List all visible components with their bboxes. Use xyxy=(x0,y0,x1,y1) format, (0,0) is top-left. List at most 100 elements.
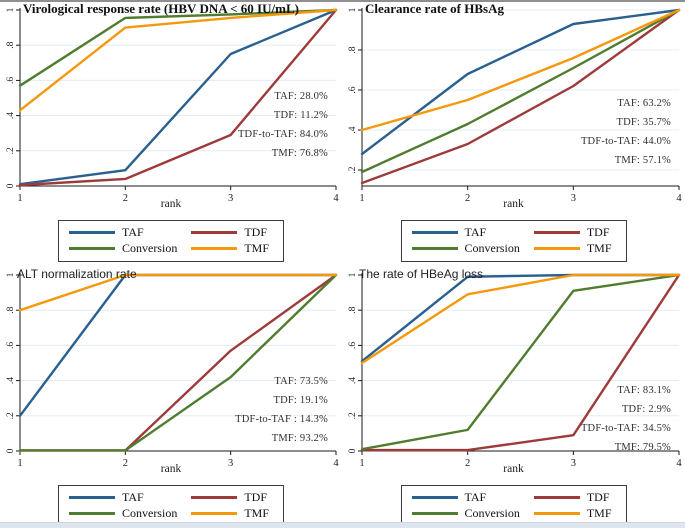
svg-text:.6: .6 xyxy=(348,342,358,349)
svg-text:0: 0 xyxy=(6,183,16,188)
panel-hbeag-loss: The rate of HBeAg loss 0 .2 .4 .6 .8 1 1 2 3 4 TA… xyxy=(342,265,685,531)
svg-text:2: 2 xyxy=(465,193,470,204)
annotation-line: TDF-to-TAF: 84.0% xyxy=(237,129,328,140)
svg-text:.6: .6 xyxy=(6,77,16,84)
chart-title: Virological response rate (HBV DNA < 60 … xyxy=(23,1,299,16)
chart-legend: TAF TDF Conversion TMF xyxy=(57,485,285,527)
svg-text:4: 4 xyxy=(676,193,682,204)
legend-line-swatch xyxy=(68,247,115,250)
annotation-line: TMF: 76.8% xyxy=(271,148,328,159)
svg-text:4: 4 xyxy=(333,193,339,204)
svg-text:3: 3 xyxy=(228,193,233,204)
svg-text:.6: .6 xyxy=(6,342,16,349)
x-axis-label: rank xyxy=(160,198,182,210)
legend-line-swatch xyxy=(191,247,238,250)
legend-item: TAF xyxy=(411,490,519,505)
panel-virological-response: Virological response rate (HBV DNA < 60 … xyxy=(0,0,342,265)
legend-item: TMF xyxy=(533,506,612,521)
annotation-line: TDF: 11.2% xyxy=(273,110,328,121)
annotation-line: TAF: 83.1% xyxy=(617,385,671,396)
panel-alt-normalization: ALT normalization rate 0 .2 .4 .6 .8 1 1 2 3 4 TA… xyxy=(0,265,342,531)
svg-text:.2: .2 xyxy=(6,412,16,419)
svg-text:.2: .2 xyxy=(348,166,358,173)
legend-label: TAF xyxy=(464,490,487,504)
legend-item: Conversion xyxy=(68,506,178,521)
svg-text:2: 2 xyxy=(123,458,128,469)
svg-text:3: 3 xyxy=(571,458,576,469)
legend-label: Conversion xyxy=(464,241,520,255)
legend-item: TMF xyxy=(533,241,612,256)
legend-line-swatch xyxy=(411,231,458,234)
page-bottom-border xyxy=(0,522,685,528)
legend-line-swatch xyxy=(68,496,115,499)
legend-label: TDF xyxy=(586,490,610,504)
x-axis-label: rank xyxy=(160,463,182,475)
svg-text:.4: .4 xyxy=(348,377,358,384)
chart-annotations: TAF: 63.2% TDF: 35.7% TDF-to-TAF: 44.0% … xyxy=(581,94,671,170)
svg-text:1: 1 xyxy=(348,272,358,277)
legend-label: TDF xyxy=(244,225,267,239)
chart-legend: TAF TDF Conversion TMF xyxy=(57,220,285,262)
legend-label: TMF xyxy=(586,506,612,520)
legend-line-swatch xyxy=(411,512,458,515)
svg-text:.8: .8 xyxy=(348,46,358,53)
legend-line-swatch xyxy=(533,231,580,234)
svg-text:.4: .4 xyxy=(6,377,16,384)
legend-line-swatch xyxy=(68,231,115,234)
x-axis-label: rank xyxy=(503,198,524,210)
svg-text:1: 1 xyxy=(17,458,22,469)
annotation-line: TDF-to-TAF : 14.3% xyxy=(235,414,328,425)
line-chart: .2 .4 .6 .8 1 1 2 3 4 xyxy=(348,7,682,204)
legend-item: TMF xyxy=(191,241,269,256)
legend-line-swatch xyxy=(191,496,238,499)
svg-text:2: 2 xyxy=(465,458,470,469)
legend-label: Conversion xyxy=(121,506,178,520)
legend-label: TAF xyxy=(464,225,487,239)
annotation-line: TAF: 73.5% xyxy=(274,376,328,387)
page-top-border xyxy=(0,0,685,2)
legend-line-swatch xyxy=(533,512,580,515)
svg-text:1: 1 xyxy=(359,193,364,204)
chart-legend: TAF TDF Conversion TMF xyxy=(400,220,627,262)
svg-text:1: 1 xyxy=(6,272,16,277)
chart-annotations: TAF: 83.1% TDF: 2.9% TDF-to-TAF: 34.5% T… xyxy=(581,381,671,457)
svg-text:.4: .4 xyxy=(348,126,358,133)
panel-hbsag-clearance: Clearance rate of HBsAg .2 .4 .6 .8 1 1 2 3 4 TA… xyxy=(342,0,685,265)
chart-title: ALT normalization rate xyxy=(17,267,137,281)
legend-line-swatch xyxy=(411,247,458,250)
svg-text:4: 4 xyxy=(676,458,682,469)
chart-annotations: TAF: 28.0% TDF: 11.2% TDF-to-TAF: 84.0% … xyxy=(238,87,328,163)
legend-line-swatch xyxy=(411,496,458,499)
svg-text:1: 1 xyxy=(17,193,22,204)
svg-text:.8: .8 xyxy=(6,41,16,48)
legend-line-swatch xyxy=(533,496,580,499)
legend-item: TDF xyxy=(533,490,612,505)
annotation-line: TDF: 35.7% xyxy=(616,117,671,128)
legend-item: TAF xyxy=(411,225,519,240)
legend-item: TAF xyxy=(68,490,177,505)
legend-label: TMF xyxy=(586,241,612,255)
chart-title: The rate of HBeAg loss xyxy=(359,267,484,281)
svg-text:3: 3 xyxy=(571,193,576,204)
svg-text:.4: .4 xyxy=(6,112,16,119)
legend-item: TMF xyxy=(191,506,269,521)
legend-line-swatch xyxy=(191,512,238,515)
legend-label: TAF xyxy=(121,225,144,239)
annotation-line: TMF: 57.1% xyxy=(614,155,671,166)
svg-text:.8: .8 xyxy=(348,306,358,313)
svg-text:0: 0 xyxy=(348,448,358,453)
legend-item: Conversion xyxy=(411,241,520,256)
svg-text:.8: .8 xyxy=(6,306,16,313)
annotation-line: TDF: 19.1% xyxy=(273,395,328,406)
line-chart: 0 .2 .4 .6 .8 1 1 2 3 4 xyxy=(6,272,339,469)
legend-label: TMF xyxy=(244,241,270,255)
legend-label: Conversion xyxy=(464,506,520,520)
svg-text:0: 0 xyxy=(6,448,16,453)
legend-label: TMF xyxy=(244,506,270,520)
legend-item: Conversion xyxy=(411,506,520,521)
svg-text:4: 4 xyxy=(333,458,339,469)
annotation-line: TAF: 63.2% xyxy=(617,98,671,109)
chart-legend: TAF TDF Conversion TMF xyxy=(400,485,627,527)
legend-item: Conversion xyxy=(68,241,177,256)
